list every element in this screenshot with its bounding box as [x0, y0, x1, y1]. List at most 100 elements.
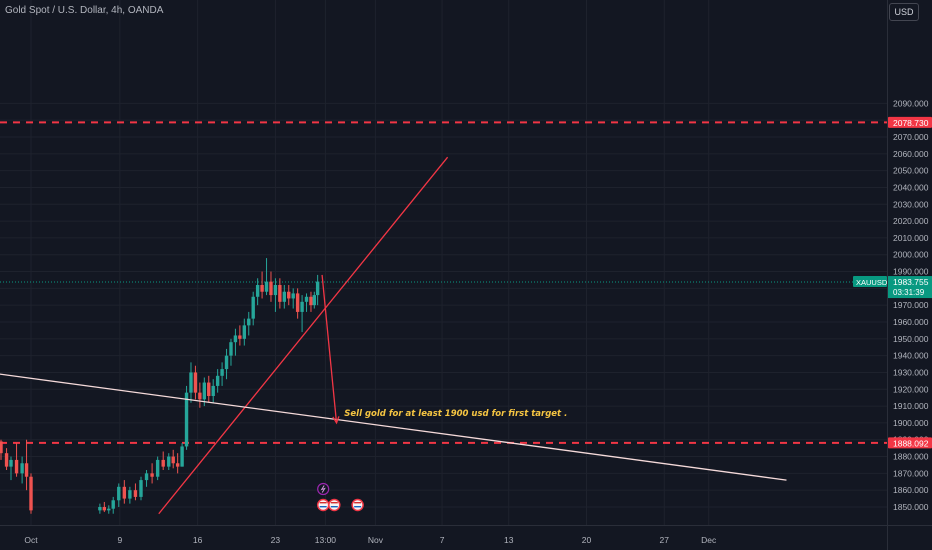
candle	[295, 288, 300, 319]
candle	[150, 463, 154, 484]
candle	[175, 453, 180, 474]
candle	[161, 451, 165, 471]
candle	[20, 456, 24, 484]
y-tick-label: 2070.000	[893, 132, 929, 142]
us-flag-icon[interactable]	[351, 498, 364, 512]
level-price-badge-0	[888, 116, 932, 128]
y-tick-label: 1850.000	[893, 502, 929, 512]
us-flag-icon[interactable]	[328, 498, 341, 512]
x-tick-label: 27	[660, 535, 670, 545]
y-tick-label: 2020.000	[893, 216, 929, 226]
us-flag-icon-ring	[351, 498, 364, 512]
current-price-label: 1983.755	[893, 277, 929, 287]
x-tick-label: Dec	[701, 535, 717, 545]
x-tick-label: 16	[193, 535, 203, 545]
y-tick-label: 2000.000	[893, 250, 929, 260]
y-tick-label: 2060.000	[893, 149, 929, 159]
candle	[122, 480, 127, 504]
candle-body	[229, 342, 233, 356]
candle-body	[278, 285, 282, 302]
candle-body	[238, 335, 242, 339]
sell-annotation: Sell gold for at least 1900 usd for firs…	[344, 409, 567, 419]
candle-body	[9, 459, 13, 467]
candle-body	[251, 296, 255, 319]
lightning-icon-bolt	[320, 485, 326, 493]
support-trendline	[0, 373, 787, 481]
candle-body	[122, 486, 127, 499]
candle-body	[133, 490, 138, 497]
candle-body	[309, 296, 313, 306]
candle-body	[233, 335, 238, 343]
us-flag-icon-stripe	[330, 506, 338, 508]
candle-body	[167, 456, 171, 467]
candle-body	[102, 507, 107, 511]
us-flag-icon-stripe	[319, 502, 327, 504]
y-tick-label: 1970.000	[893, 300, 929, 310]
candle-body	[247, 318, 251, 326]
countdown-label: 03:31:39	[893, 288, 925, 297]
candle-body	[0, 441, 3, 454]
candle-body	[189, 372, 193, 393]
candle-body	[282, 291, 287, 302]
candle-body	[155, 459, 160, 477]
y-tick-label: 1990.000	[893, 267, 929, 277]
candle	[180, 443, 184, 467]
candle-body	[107, 508, 111, 511]
us-flag-icon-stripe	[354, 502, 362, 504]
candle	[171, 449, 175, 469]
us-flag-icon-stripe	[354, 506, 362, 508]
candle-body	[315, 281, 320, 296]
candle-body	[198, 392, 202, 400]
candle	[269, 271, 273, 302]
candle-body	[273, 285, 278, 296]
candle-body	[300, 301, 304, 312]
plot-area: Sell gold for at least 1900 usd for firs…	[0, 121, 887, 515]
candle	[155, 456, 160, 481]
y-tick-label: 1930.000	[893, 367, 929, 377]
level-price-label: 2078.730	[893, 118, 929, 128]
candle	[255, 278, 260, 306]
candle	[233, 328, 238, 356]
sell-arrow-head	[332, 416, 340, 425]
level-price-label: 1888.092	[893, 438, 929, 448]
x-tick-label: 20	[582, 535, 592, 545]
currency-button[interactable]: USD	[889, 3, 919, 21]
candle	[0, 439, 3, 460]
candle-body	[295, 293, 300, 312]
candle-body	[304, 296, 309, 302]
y-tick-label: 2010.000	[893, 233, 929, 243]
y-tick-label: 1900.000	[893, 418, 929, 428]
y-tick-label: 2050.000	[893, 166, 929, 176]
candle-body	[14, 459, 19, 474]
candle	[282, 285, 287, 309]
level-price-badge-1	[888, 437, 932, 449]
candle	[139, 476, 143, 501]
us-flag-icon[interactable]	[316, 498, 330, 512]
candles	[0, 258, 320, 514]
chart-title: Gold Spot / U.S. Dollar, 4h, OANDA	[5, 5, 164, 16]
candle	[102, 501, 107, 513]
candle-body	[144, 473, 149, 481]
candle	[193, 365, 198, 400]
y-tick-label: 1880.000	[893, 452, 929, 462]
candle-body	[98, 507, 102, 511]
rising-trendline	[158, 156, 449, 515]
sell-arrow-line	[321, 274, 338, 423]
candle-body	[211, 385, 215, 397]
candle-body	[242, 325, 247, 339]
candle	[291, 288, 295, 309]
candle	[107, 505, 111, 514]
candle	[273, 278, 278, 312]
candle-body	[150, 473, 154, 477]
candle	[14, 443, 19, 477]
candle	[4, 448, 9, 471]
lightning-icon[interactable]	[317, 482, 330, 496]
candle-body	[24, 463, 29, 477]
x-tick-label: 13	[504, 535, 514, 545]
candle-body	[175, 463, 180, 467]
candle-body	[215, 375, 220, 386]
candle	[184, 385, 189, 450]
candle	[300, 295, 304, 333]
candle	[224, 348, 229, 380]
